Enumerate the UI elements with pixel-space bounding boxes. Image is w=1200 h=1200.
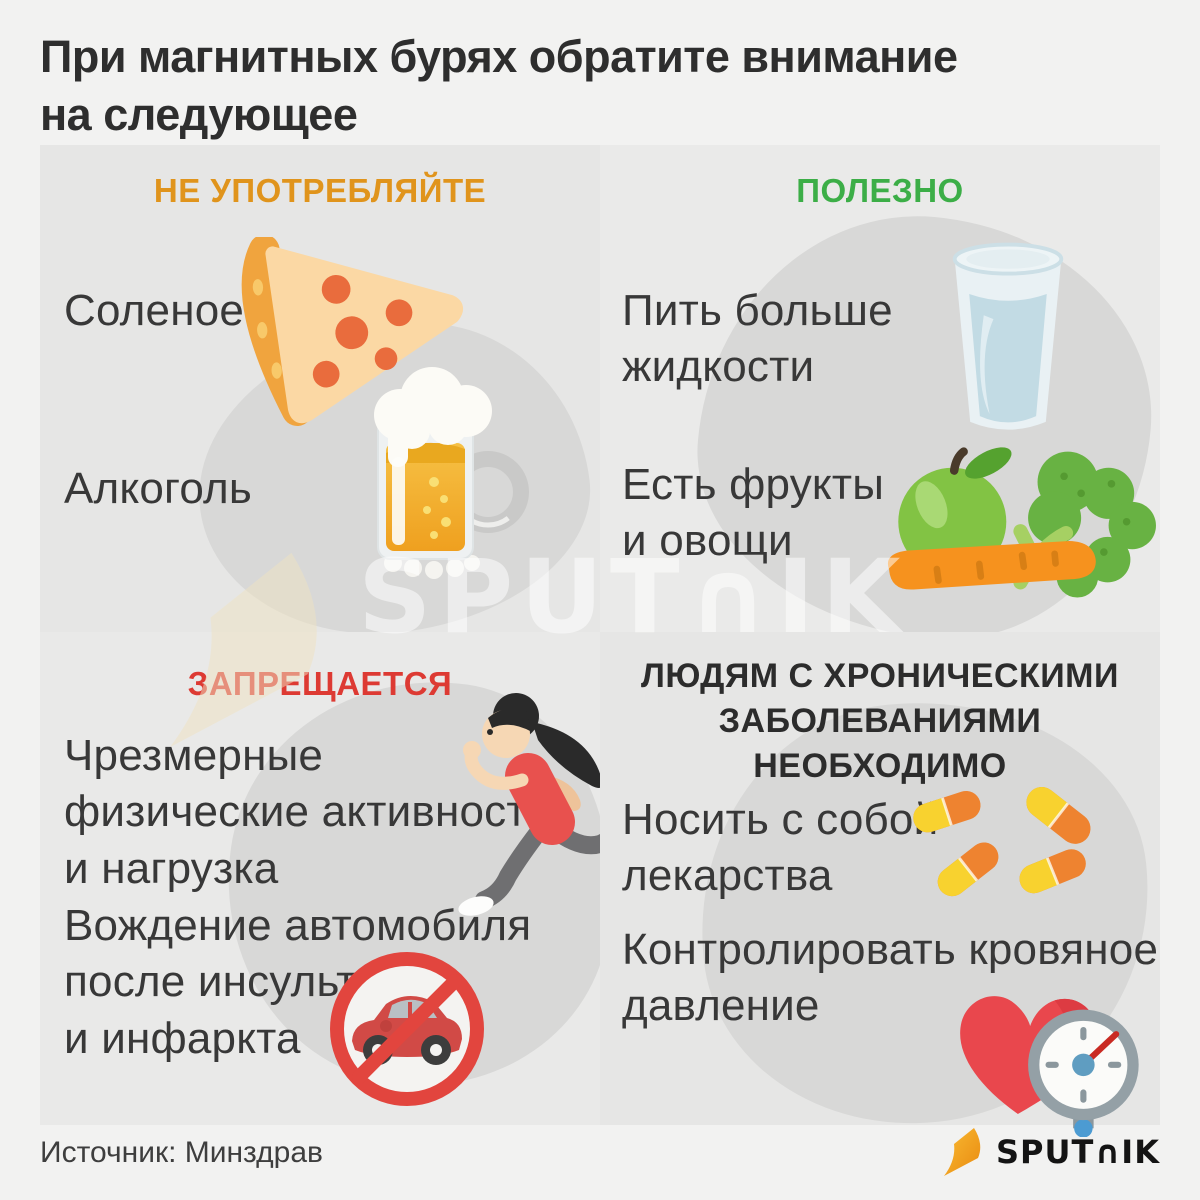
source-label: Источник: Минздрав — [40, 1136, 323, 1169]
fruits-vegetables-icon — [878, 427, 1163, 607]
chronic-header: ЛЮДЯМ С ХРОНИЧЕСКИМИ ЗАБОЛЕВАНИЯМИ НЕОБХ… — [641, 657, 1119, 785]
useful-item-fruits-label: Есть фрукты и овощи — [622, 460, 885, 566]
avoid-header: НЕ УПОТРЕБЛЯЙТЕ — [153, 172, 487, 209]
forbidden-item-driving-label: Вождение автомобиля после инсульта и инф… — [64, 901, 532, 1063]
sputnik-flame-watermark — [170, 545, 340, 760]
avoid-item-alcohol-label: Алкоголь — [64, 464, 253, 513]
pizza-slice-icon — [232, 234, 482, 432]
chronic-item-medicine-label: Носить с собой лекарства — [622, 795, 939, 901]
sputnik-watermark-text: SPUT∩IK — [358, 538, 908, 657]
forbidden-item-activity-label: Чрезмерные физические активность и нагру… — [64, 731, 550, 893]
pills-icon — [905, 777, 1110, 902]
page-title: При магнитных бурях обратите внимание на… — [40, 31, 958, 140]
sputnik-logo-text: SPUT∩IK — [996, 1133, 1160, 1171]
no-car-icon — [322, 944, 492, 1114]
water-glass-icon — [945, 237, 1071, 442]
sputnik-flame-icon — [944, 1128, 986, 1176]
sputnik-logo: SPUT∩IK — [944, 1126, 1160, 1178]
useful-header: ПОЛЕЗНО — [796, 172, 964, 209]
quadrant-avoid: НЕ УПОТРЕБЛЯЙТЕ Соленое — [40, 145, 606, 655]
avoid-item-salty-label: Соленое — [64, 286, 245, 335]
quadrant-useful: ПОЛЕЗНО Пить больше жидкости Есть фрукты… — [600, 145, 1168, 656]
chronic-item-pressure-label: Контролировать кровяное давление — [622, 925, 1159, 1031]
useful-item-liquid-label: Пить больше жидкости — [622, 286, 893, 392]
quadrant-chronic: ЛЮДЯМ С ХРОНИЧЕСКИМИ ЗАБОЛЕВАНИЯМИ НЕОБХ… — [600, 632, 1171, 1145]
beer-mug-icon — [348, 367, 538, 582]
heart-pressure-gauge-icon — [938, 962, 1153, 1138]
